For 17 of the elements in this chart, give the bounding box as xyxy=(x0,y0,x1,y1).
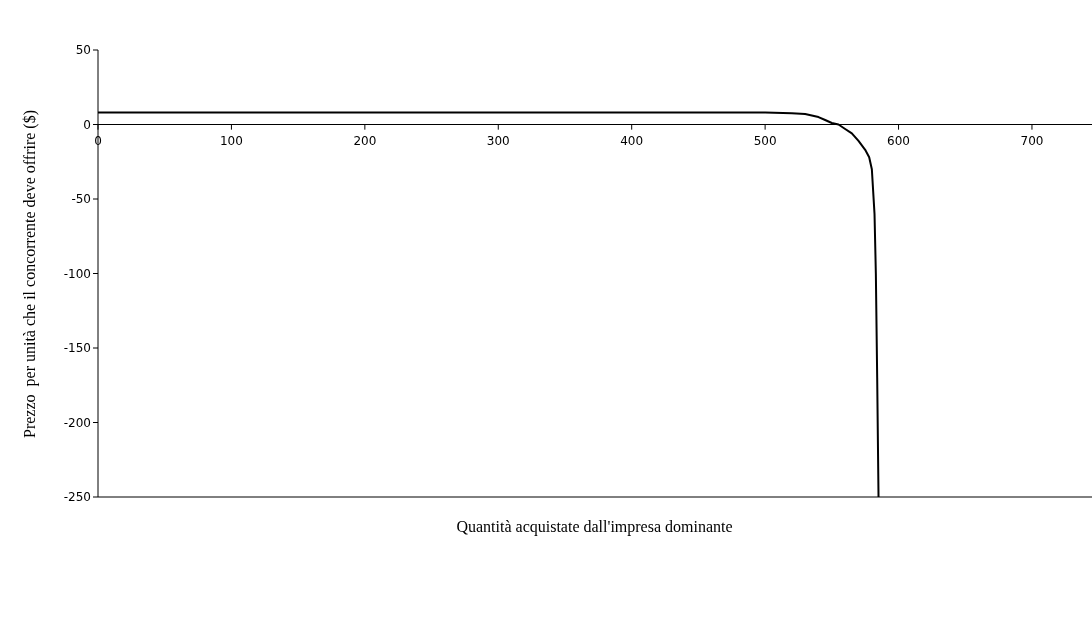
x-tick-label: 200 xyxy=(353,133,377,148)
x-tick-label: 600 xyxy=(887,133,910,148)
y-axis-title: Prezzo per unità che il concorrente deve offrire ($) xyxy=(21,110,39,438)
x-tick-label: 100 xyxy=(219,133,243,148)
y-tick-label: -200 xyxy=(63,415,91,430)
x-tick-label: 300 xyxy=(486,133,510,148)
y-tick-label: 50 xyxy=(75,43,91,58)
x-tick-label: 400 xyxy=(620,133,644,148)
x-tick-label: 0 xyxy=(94,133,102,148)
y-tick-label: -250 xyxy=(63,490,91,505)
y-tick-label: 0 xyxy=(83,117,91,132)
y-tick-label: -150 xyxy=(63,341,91,356)
y-tick-label: -100 xyxy=(63,266,91,281)
x-tick-label: 700 xyxy=(1020,133,1044,148)
y-tick-label: -50 xyxy=(71,192,91,207)
x-tick-label: 500 xyxy=(753,133,777,148)
x-axis-title: Quantità acquistate dall'impresa dominante xyxy=(455,518,734,536)
